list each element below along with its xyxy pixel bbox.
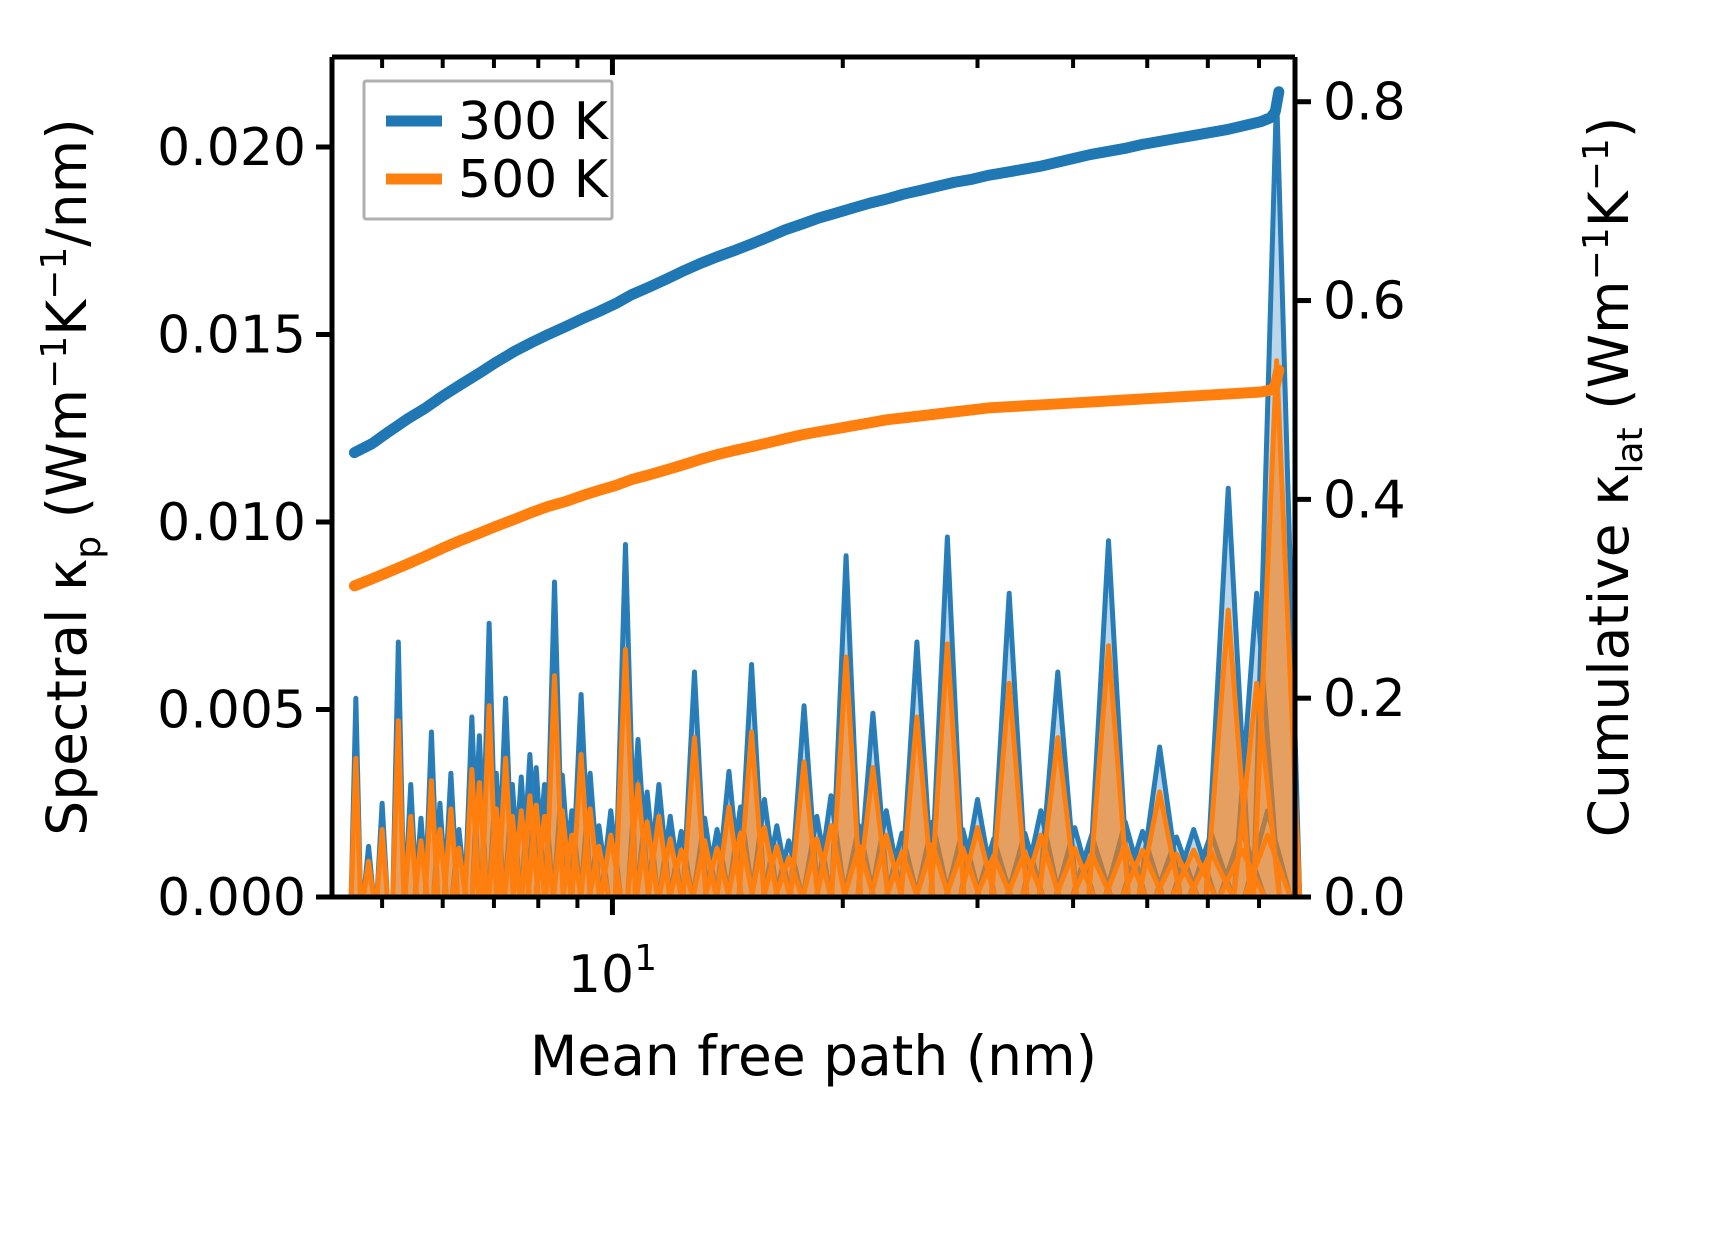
- axes-tick-labels: 0.000 0.005 0.010 0.015 0.020 0.0 0.2 0.4 0.6 0.8…: [157, 73, 1406, 1005]
- x-tick-label: 101: [568, 938, 657, 1005]
- axes-ticks: [316, 57, 1311, 915]
- cumulative-line-300-k-cumulative: [348, 86, 1285, 459]
- legend-label-500-k[interactable]: 500 K: [458, 150, 610, 210]
- cumulative-curves-group: [348, 86, 1285, 592]
- x-axis-title: Mean free path (nm): [530, 1024, 1097, 1088]
- legend-label-300-k[interactable]: 300 K: [458, 92, 610, 152]
- right-tick-label: 0.2: [1323, 669, 1406, 729]
- right-tick-label: 0.8: [1323, 73, 1406, 133]
- right-tick-label: 0.4: [1323, 470, 1406, 530]
- y-axis-title-right: Cumulative κlat (Wm−1K−1): [1576, 117, 1651, 838]
- left-tick-label: 0.015: [157, 306, 306, 366]
- left-tick-label: 0.000: [157, 868, 306, 928]
- right-tick-label: 0.0: [1323, 868, 1406, 928]
- axis-titles: Mean free path (nm) Spectral κp (Wm−1K−1/…: [34, 117, 1651, 1088]
- left-tick-label: 0.020: [157, 118, 306, 178]
- left-tick-label: 0.010: [157, 493, 306, 553]
- y-axis-title-left: Spectral κp (Wm−1K−1/nm): [34, 118, 109, 835]
- cumulative-line-500-k-cumulative: [348, 364, 1285, 592]
- left-tick-label: 0.005: [157, 681, 306, 741]
- right-tick-label: 0.6: [1323, 272, 1406, 332]
